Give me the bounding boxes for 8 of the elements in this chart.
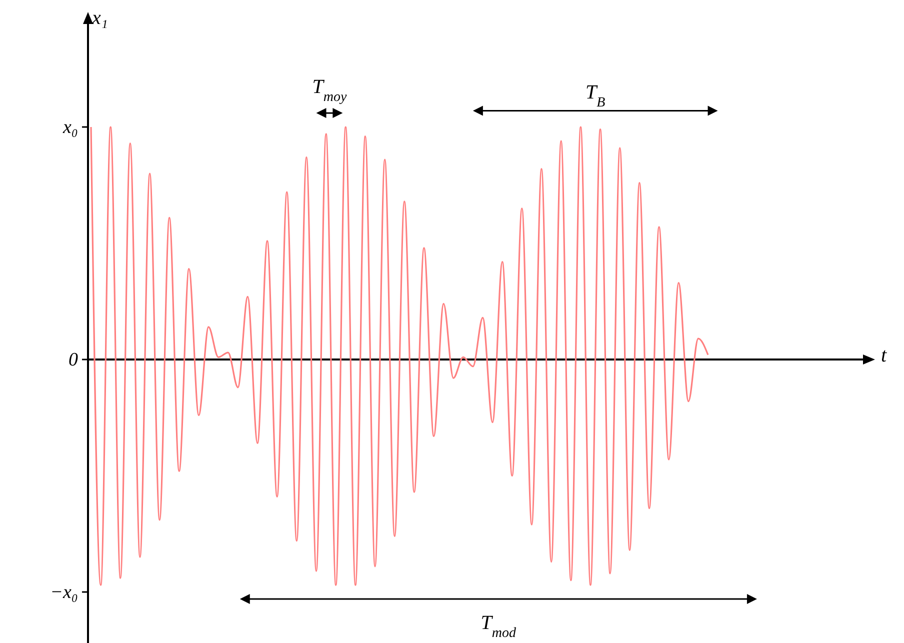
text: −x₀: [50, 582, 78, 603]
text: x₀: [62, 117, 78, 138]
text: T$_{moy}$: [312, 76, 348, 105]
text: T$_{B}$: [586, 82, 606, 110]
text: t: [881, 344, 887, 366]
y-axis-title: x₁: [91, 7, 108, 29]
text: T$_{mod}$: [480, 612, 518, 640]
text: 0: [68, 350, 78, 370]
